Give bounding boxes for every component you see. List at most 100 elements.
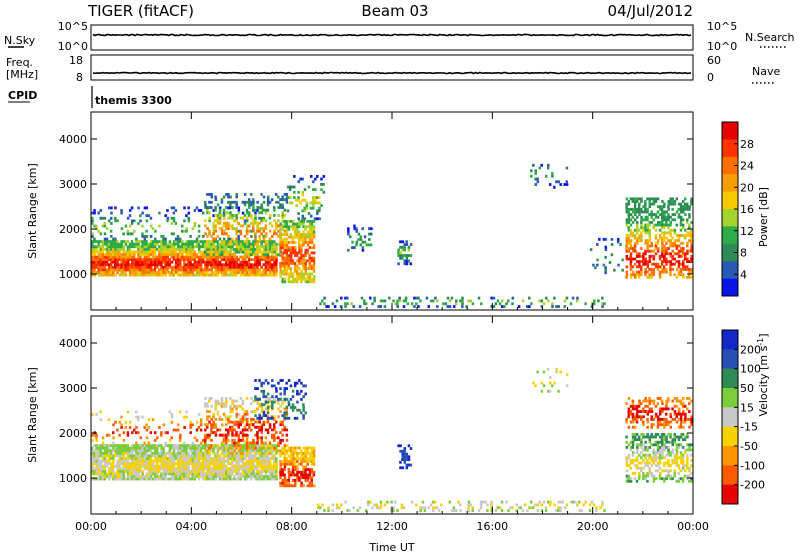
range-cell — [122, 472, 126, 476]
range-cell — [312, 277, 316, 281]
range-cell — [312, 454, 316, 458]
range-cell — [266, 428, 270, 432]
range-cell — [137, 206, 140, 210]
range-cell — [286, 209, 290, 213]
range-cell — [222, 242, 226, 246]
range-cell — [237, 454, 240, 458]
range-cell — [101, 469, 105, 473]
range-cell — [681, 252, 685, 256]
range-cell — [202, 477, 205, 481]
range-cell — [151, 258, 155, 262]
range-cell — [642, 218, 645, 222]
range-cell — [266, 406, 270, 409]
range-cell — [137, 255, 140, 259]
range-cell — [306, 277, 309, 281]
range-cell — [684, 228, 687, 232]
range-cell — [176, 475, 180, 478]
range-cell — [212, 221, 216, 225]
range-cell — [322, 190, 326, 194]
range-cell — [281, 211, 284, 215]
range-cell — [183, 260, 186, 264]
range-cell — [225, 472, 228, 476]
range-cell — [287, 484, 291, 488]
range-cell — [227, 477, 230, 481]
range-cell — [151, 469, 155, 473]
range-cell — [248, 240, 251, 244]
range-cell — [204, 224, 207, 228]
range-cell — [285, 225, 289, 229]
range-cell — [682, 262, 685, 266]
range-cell — [252, 265, 255, 269]
range-cell — [590, 305, 594, 308]
range-cell — [281, 484, 284, 488]
range-cell — [203, 441, 207, 445]
range-cell — [116, 265, 119, 269]
range-cell — [206, 467, 209, 471]
range-cell — [181, 247, 184, 251]
range-cell — [507, 509, 510, 512]
range-cell — [241, 464, 245, 468]
range-cell — [266, 265, 270, 269]
range-cell — [185, 472, 188, 476]
range-cell — [252, 417, 255, 421]
range-cell — [235, 459, 238, 463]
range-cell — [610, 243, 614, 246]
range-cell — [185, 242, 188, 246]
freq-label: Freq. — [6, 56, 33, 69]
range-cell — [287, 267, 291, 271]
range-cell — [685, 220, 689, 224]
range-cell — [683, 236, 687, 240]
range-cell — [629, 273, 633, 277]
range-cell — [172, 211, 176, 215]
range-cell — [264, 255, 268, 259]
range-cell — [122, 273, 126, 277]
range-cell — [189, 420, 192, 424]
range-cell — [648, 231, 651, 235]
range-cell — [164, 265, 167, 269]
range-cell — [633, 228, 637, 232]
range-cell — [224, 438, 228, 442]
range-cell — [208, 462, 211, 466]
range-cell — [292, 454, 295, 458]
range-cell — [237, 441, 240, 445]
range-cell — [250, 444, 253, 448]
colorbar-swatch — [722, 122, 738, 140]
range-cell — [331, 509, 334, 512]
range-cell — [185, 464, 188, 468]
range-cell — [271, 472, 274, 476]
range-cell — [151, 472, 155, 476]
range-cell — [103, 260, 107, 264]
range-cell — [191, 454, 195, 458]
range-cell — [283, 392, 286, 396]
range-cell — [195, 462, 199, 466]
range-cell — [228, 428, 232, 432]
range-cell — [536, 177, 539, 181]
range-cell — [139, 250, 142, 254]
range-cell — [679, 223, 683, 227]
range-cell — [258, 250, 262, 254]
range-cell — [227, 438, 230, 442]
range-cell — [191, 240, 194, 244]
range-cell — [249, 402, 253, 406]
range-cell — [394, 302, 397, 306]
range-cell — [164, 247, 168, 251]
range-cell — [644, 210, 647, 214]
range-cell — [195, 439, 199, 442]
range-cell — [293, 225, 297, 229]
range-cell — [260, 203, 263, 207]
range-cell — [266, 475, 270, 478]
range-cell — [137, 250, 140, 254]
range-cell — [250, 417, 253, 421]
range-cell — [665, 231, 668, 235]
range-cell — [268, 404, 272, 408]
range-cell — [306, 462, 309, 466]
range-cell — [252, 268, 255, 272]
range-cell — [667, 200, 670, 203]
range-cell — [126, 472, 130, 476]
range-cell — [254, 263, 257, 267]
range-cell — [195, 451, 199, 455]
range-cell — [283, 484, 286, 488]
range-cell — [204, 449, 207, 453]
range-cell — [266, 459, 270, 463]
range-cell — [99, 216, 103, 220]
